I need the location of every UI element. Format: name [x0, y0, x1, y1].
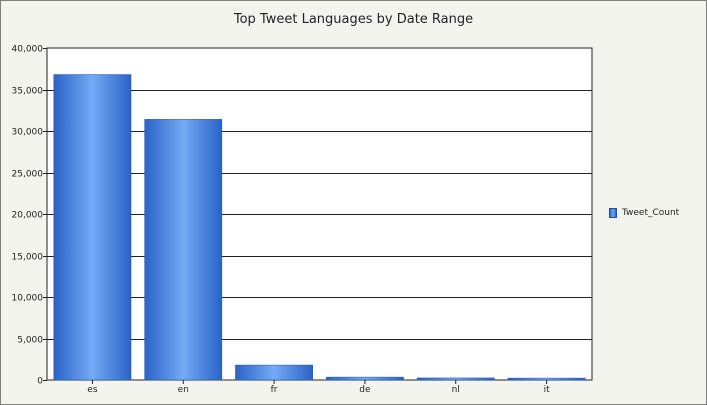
x-tick-label: en: [178, 385, 189, 395]
legend-label: Tweet_Count: [622, 208, 680, 218]
y-tick-label: 35,000: [12, 87, 44, 97]
chart-title: Top Tweet Languages by Date Range: [233, 12, 474, 27]
y-tick-label: 40,000: [12, 45, 44, 55]
y-tick-label: 10,000: [12, 294, 44, 304]
y-tick-label: 15,000: [12, 253, 44, 263]
legend-swatch: [609, 208, 617, 218]
y-tick-label: 5,000: [17, 336, 43, 346]
x-tick-label: es: [87, 385, 98, 395]
y-tick-label: 25,000: [12, 170, 44, 180]
bar-it: [507, 377, 586, 381]
bar-de: [326, 376, 404, 381]
bar-en: [144, 119, 223, 381]
x-tick-label: de: [359, 385, 371, 395]
x-tick-label: fr: [271, 385, 278, 395]
bar-es: [53, 74, 132, 381]
y-tick-label: 20,000: [12, 211, 44, 221]
bar-fr: [235, 364, 313, 381]
x-tick-label: it: [544, 385, 551, 395]
legend: Tweet_Count: [609, 207, 679, 219]
bar-nl: [416, 377, 495, 381]
x-tick-label: nl: [452, 385, 460, 395]
y-tick-label: 0: [37, 377, 43, 387]
y-tick-label: 30,000: [12, 128, 44, 138]
